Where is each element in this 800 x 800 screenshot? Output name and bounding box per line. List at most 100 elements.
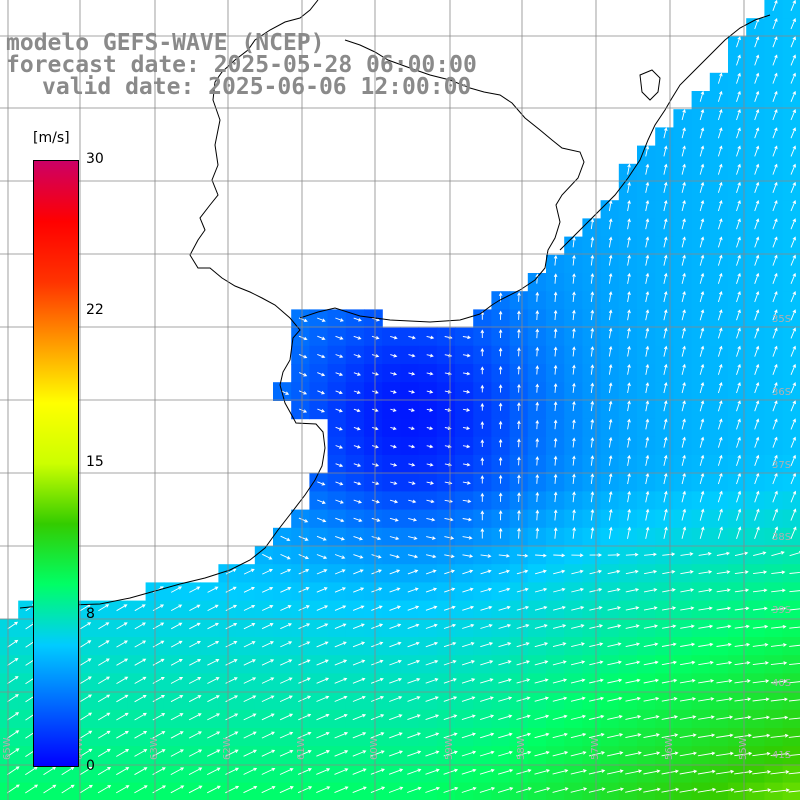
- wind-arrow: [625, 733, 642, 739]
- wind-arrow: [663, 381, 668, 394]
- wind-arrow: [134, 658, 147, 666]
- wind-arrow: [607, 678, 623, 684]
- wind-arrow: [643, 624, 659, 629]
- wind-arrow: [353, 535, 363, 541]
- wind-arrow: [243, 586, 255, 593]
- wind-arrow: [772, 200, 778, 212]
- wind-arrow: [572, 273, 576, 284]
- wind-arrow: [754, 200, 760, 212]
- wind-arrow: [754, 163, 760, 175]
- wind-arrow: [790, 236, 796, 248]
- wind-arrow: [590, 273, 595, 284]
- wind-arrow: [317, 390, 325, 395]
- wind-arrow: [353, 463, 362, 467]
- wind-arrow: [736, 490, 742, 503]
- wind-arrow: [371, 317, 380, 322]
- wind-arrow: [754, 490, 760, 503]
- wind-arrow: [662, 552, 676, 557]
- wind-arrow: [426, 353, 434, 358]
- wind-arrow: [754, 90, 760, 102]
- wind-arrow: [535, 527, 540, 539]
- wind-arrow: [225, 568, 237, 575]
- wind-arrow: [736, 309, 741, 321]
- wind-arrow: [207, 677, 220, 684]
- wind-arrow: [608, 418, 613, 430]
- wind-arrow: [754, 218, 760, 230]
- wind-arrow: [79, 730, 93, 739]
- wind-arrow: [97, 730, 111, 739]
- wind-arrow: [189, 640, 201, 648]
- wind-arrow: [752, 788, 772, 793]
- wind-arrow: [316, 587, 328, 593]
- wind-arrow: [608, 200, 613, 212]
- wind-arrow: [25, 766, 38, 776]
- wind-arrow: [498, 492, 503, 502]
- wind-arrow: [790, 418, 796, 430]
- lon-label: 55W: [738, 737, 749, 760]
- wind-arrow: [262, 568, 273, 575]
- wind-arrow: [98, 676, 110, 684]
- wind-arrow: [772, 163, 778, 175]
- wind-arrow: [681, 218, 686, 230]
- wind-arrow: [681, 418, 686, 430]
- wind-arrow: [588, 732, 605, 739]
- wind-arrow: [535, 437, 540, 448]
- wind-arrow: [498, 714, 513, 721]
- wind-arrow: [663, 400, 668, 412]
- wind-arrow: [680, 642, 696, 647]
- wind-arrow: [535, 310, 540, 321]
- wind-arrow: [298, 587, 310, 593]
- lon-label: 57W: [590, 737, 601, 760]
- wind-arrow: [353, 426, 361, 431]
- lon-label: 62W: [222, 737, 233, 760]
- wind-arrow: [335, 317, 344, 322]
- wind-arrow: [627, 364, 631, 375]
- wind-arrow: [590, 254, 595, 266]
- wind-arrow: [754, 72, 760, 84]
- wind-arrow: [752, 697, 770, 702]
- wind-arrow: [607, 751, 624, 757]
- wind-arrow: [608, 218, 613, 230]
- wind-arrow: [679, 751, 698, 757]
- wind-arrow: [717, 200, 723, 212]
- wind-arrow: [571, 642, 585, 648]
- wind-arrow: [681, 272, 686, 284]
- wind-arrow: [517, 347, 521, 357]
- wind-arrow: [772, 109, 778, 121]
- wind-arrow: [444, 554, 455, 559]
- wind-arrow: [698, 551, 712, 556]
- wind-arrow: [517, 383, 521, 393]
- wind-arrow: [79, 712, 93, 721]
- wind-arrow: [681, 508, 687, 521]
- wind-arrow: [661, 715, 679, 720]
- wind-arrow: [770, 733, 789, 738]
- wind-arrow: [736, 526, 742, 539]
- wind-arrow: [353, 499, 363, 504]
- wind-arrow: [335, 354, 344, 358]
- wind-arrow: [98, 640, 110, 648]
- wind-arrow: [789, 571, 800, 574]
- wind-arrow: [389, 605, 401, 611]
- wind-arrow: [407, 768, 422, 775]
- wind-arrow: [790, 345, 796, 357]
- wind-arrow: [426, 444, 434, 449]
- wind-arrow: [607, 624, 622, 629]
- wind-speed-cell: [163, 709, 183, 729]
- wind-arrow: [443, 786, 459, 793]
- wind-arrow: [170, 622, 183, 630]
- wind-arrow: [627, 526, 632, 539]
- wind-arrow: [535, 291, 540, 302]
- wind-arrow: [407, 696, 421, 702]
- wind-arrow: [717, 145, 723, 157]
- wind-arrow: [317, 372, 326, 377]
- wind-arrow: [388, 750, 403, 757]
- wind-arrow: [389, 536, 400, 541]
- wind-arrow: [680, 606, 695, 611]
- wind-arrow: [717, 272, 723, 284]
- wind-arrow: [7, 712, 20, 721]
- wind-arrow: [627, 345, 631, 357]
- wind-arrow: [788, 772, 800, 775]
- wind-arrow: [625, 569, 639, 575]
- wind-arrow: [353, 372, 361, 376]
